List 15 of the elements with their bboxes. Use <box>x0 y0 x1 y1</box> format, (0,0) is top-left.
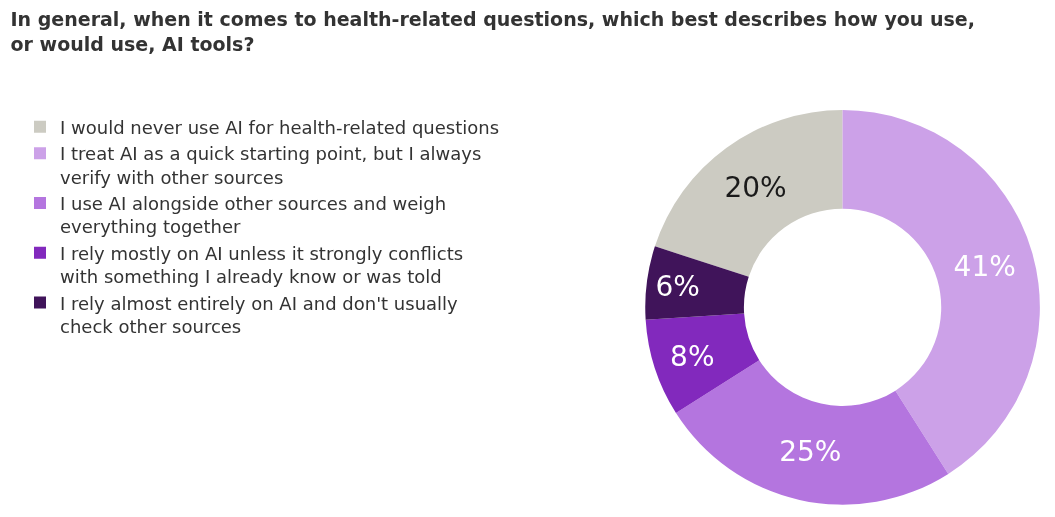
legend-label: I rely almost entirely on AI and don't usually check other sources <box>60 292 459 337</box>
legend-label: I treat AI as a quick starting point, but I always verify with other sources <box>60 143 482 188</box>
donut-slice <box>842 110 1040 474</box>
donut-slice <box>645 313 760 414</box>
data-label: 6% <box>655 270 700 303</box>
data-label: 8% <box>670 339 715 373</box>
donut-slice <box>645 246 749 320</box>
legend-label: I would never use AI for health-related questions <box>60 116 500 138</box>
legend-label: I use AI alongside other sources and weigh everything together <box>60 192 447 238</box>
legend-label: I rely mostly on AI unless it strongly conflicts with something I already know or was told <box>60 242 464 288</box>
data-label: 25% <box>779 435 842 469</box>
data-label: 41% <box>953 249 1016 283</box>
chart-title: In general, when it comes to health-related questions, which best describes how you use, or would use, AI tools? <box>10 7 975 55</box>
data-label: 20% <box>724 171 787 205</box>
donut-slice <box>654 110 843 277</box>
